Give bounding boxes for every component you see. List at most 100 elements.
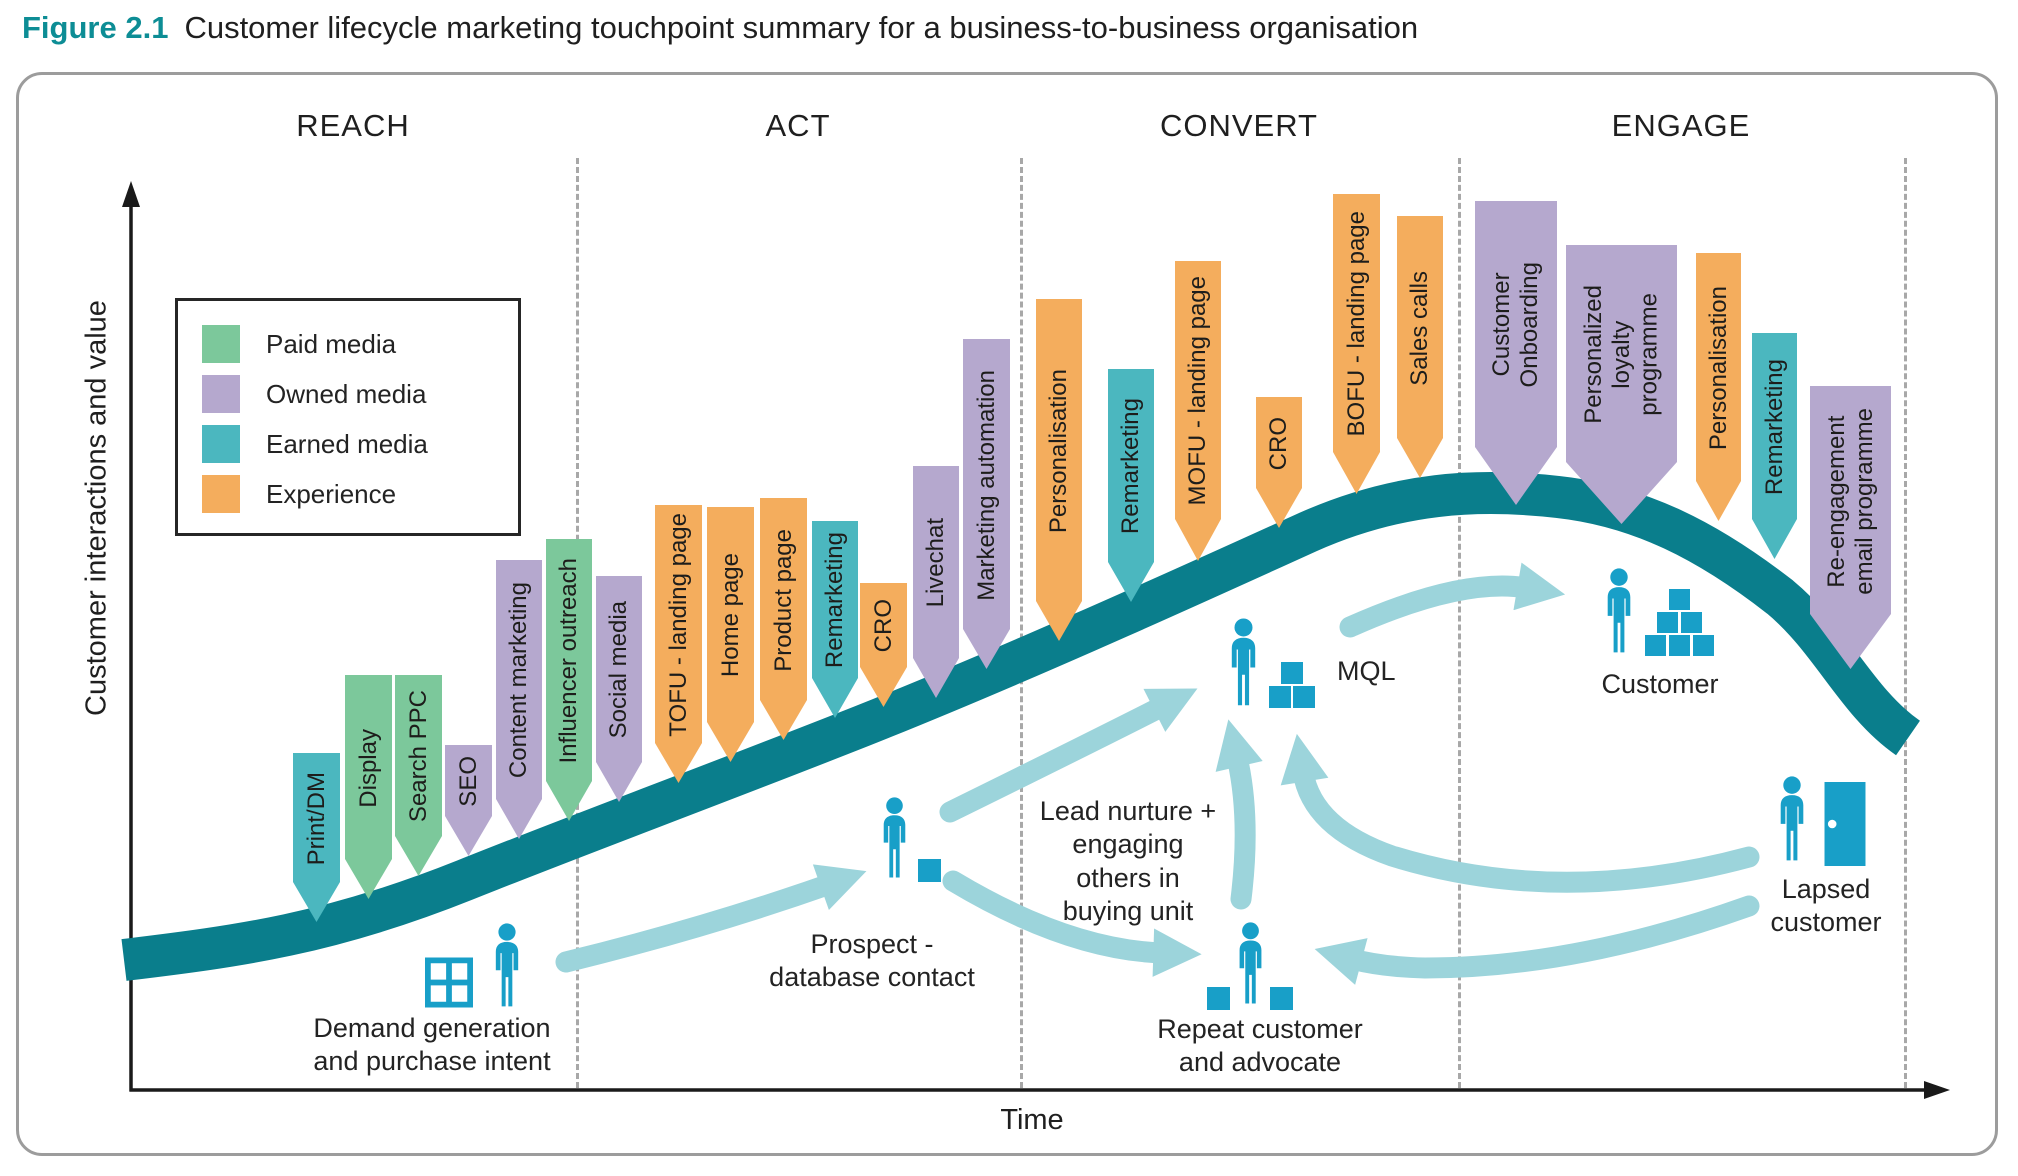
touchpoint-label-text: Marketing automation (972, 369, 1000, 601)
touchpoint-print-dm: Print/DM (293, 753, 340, 922)
touchpoint-label: Remarketing (1108, 373, 1154, 560)
legend: Paid media Owned media Earned media Experie… (175, 298, 521, 536)
touchpoint-label-text: Social media (605, 601, 633, 739)
touchpoint-personalisation: Personalisation (1036, 299, 1082, 641)
touchpoint-label-text: Sales calls (1406, 270, 1434, 386)
touchpoint-label-text: Remarketing (1760, 358, 1788, 496)
touchpoint-label-text: CRO (869, 599, 897, 653)
actor-label-mql: MQL (1337, 656, 1396, 686)
touchpoint-label: Personalisation (1036, 303, 1082, 599)
touchpoint-label: Re-engagement email programme (1810, 390, 1891, 612)
touchpoint-label-text: Influencer outreach (555, 558, 583, 764)
legend-swatch-earned-media (202, 425, 240, 463)
touchpoint-label-text: Livechat (922, 518, 950, 608)
touchpoint-label: Customer Onboarding (1475, 205, 1557, 445)
legend-item-paid-media: Paid media (202, 319, 518, 369)
legend-swatch-owned-media (202, 375, 240, 413)
legend-item-experience: Experience (202, 469, 518, 519)
touchpoint-home-page: Home page (707, 507, 754, 762)
touchpoint-customer-onboarding: Customer Onboarding (1475, 201, 1557, 505)
touchpoint-label: Print/DM (293, 757, 340, 880)
touchpoint-influencer-outreach: Influencer outreach (546, 539, 592, 821)
legend-swatch-experience (202, 475, 240, 513)
touchpoint-sales-calls: Sales calls (1397, 216, 1443, 478)
touchpoint-label: Home page (707, 511, 754, 720)
touchpoint-label-text: CRO (1265, 416, 1293, 471)
touchpoint-re-engagement-email-programme: Re-engagement email programme (1810, 386, 1891, 669)
legend-swatch-paid-media (202, 325, 240, 363)
touchpoint-label-text: TOFU - landing page (664, 513, 692, 737)
figure-title: Customer lifecycle marketing touchpoint … (184, 10, 1419, 45)
touchpoint-label: Livechat (913, 470, 959, 656)
touchpoint-label-text: BOFU - landing page (1342, 211, 1370, 437)
touchpoint-label-text: MOFU - landing page (1184, 276, 1212, 506)
figure-number-label: Figure 2.1 (22, 10, 169, 45)
touchpoint-label: Remarketing (1752, 337, 1797, 517)
touchpoint-label: Display (345, 679, 392, 857)
touchpoint-personalisation: Personalisation (1696, 253, 1741, 521)
touchpoint-label: Content marketing (496, 564, 542, 797)
touchpoint-label-text: Remarketing (1117, 398, 1145, 535)
lead-nurture-annotation: Lead nurture + engaging others in buying… (1039, 796, 1217, 927)
touchpoint-label: Sales calls (1397, 220, 1443, 436)
touchpoint-label-text: Re-engagement email programme (1822, 407, 1878, 595)
touchpoint-label: BOFU - landing page (1333, 198, 1380, 450)
touchpoint-label: CRO (860, 587, 907, 665)
touchpoint-label-text: Personalisation (1045, 368, 1073, 534)
legend-label: Owned media (266, 378, 427, 409)
phase-separator-4 (1904, 158, 1907, 1088)
touchpoint-display: Display (345, 675, 392, 899)
touchpoint-label: Personalisation (1696, 257, 1741, 479)
phase-header-engage: ENGAGE (1611, 108, 1751, 143)
touchpoint-label: MOFU - landing page (1175, 265, 1221, 517)
touchpoint-label-text: Content marketing (505, 582, 533, 779)
legend-item-earned-media: Earned media (202, 419, 518, 469)
touchpoint-label: Remarketing (812, 525, 858, 676)
touchpoint-label: TOFU - landing page (655, 509, 702, 741)
phase-separator-3 (1458, 158, 1461, 1088)
phase-header-convert: CONVERT (1159, 108, 1319, 143)
touchpoint-content-marketing: Content marketing (496, 560, 542, 839)
touchpoint-livechat: Livechat (913, 466, 959, 698)
phase-header-act: ACT (765, 108, 831, 143)
touchpoint-label-text: Home page (716, 553, 744, 678)
touchpoint-bofu-landing-page: BOFU - landing page (1333, 194, 1380, 494)
touchpoint-label-text: Personalisation (1704, 285, 1732, 451)
touchpoint-mofu-landing-page: MOFU - landing page (1175, 261, 1221, 561)
legend-label: Paid media (266, 328, 397, 359)
touchpoint-label-text: Display (354, 728, 382, 808)
actor-label-customer: Customer (1601, 669, 1719, 699)
touchpoint-personalized-loyalty-programme: Personalized loyalty programme (1566, 245, 1677, 524)
touchpoint-label: Search PPC (395, 679, 442, 834)
touchpoint-label-text: Remarketing (821, 532, 849, 669)
legend-item-owned-media: Owned media (202, 369, 518, 419)
actor-label-prospect: Prospect - database contact (769, 929, 975, 993)
chart-panel (16, 72, 1998, 1156)
y-axis-label: Customer interactions and value (80, 300, 113, 716)
phase-separator-2 (1020, 158, 1023, 1088)
touchpoint-label-text: Search PPC (404, 690, 432, 823)
touchpoint-tofu-landing-page: TOFU - landing page (655, 505, 702, 783)
legend-items: Paid media Owned media Earned media Experie… (202, 319, 518, 519)
touchpoint-search-ppc: Search PPC (395, 675, 442, 876)
touchpoint-label: Marketing automation (963, 343, 1010, 627)
touchpoint-product-page: Product page (760, 498, 807, 740)
touchpoint-social-media: Social media (596, 576, 642, 802)
actor-label-repeat-customer: Repeat customer and advocate (1157, 1014, 1363, 1078)
touchpoint-remarketing: Remarketing (1108, 369, 1154, 602)
touchpoint-remarketing: Remarketing (812, 521, 858, 718)
touchpoint-label: SEO (445, 749, 492, 814)
touchpoint-label-text: Personalized loyalty programme (1579, 285, 1663, 424)
figure-caption: Figure 2.1 Customer lifecycle marketing … (22, 10, 1418, 46)
touchpoint-marketing-automation: Marketing automation (963, 339, 1010, 669)
x-axis-label: Time (1000, 1104, 1064, 1136)
touchpoint-label-text: SEO (454, 756, 482, 807)
legend-label: Experience (266, 478, 397, 509)
touchpoint-label-text: Product page (769, 528, 797, 672)
actor-label-demand-generation: Demand generation and purchase intent (313, 1013, 551, 1077)
touchpoint-label: Influencer outreach (546, 543, 592, 779)
touchpoint-label-text: Customer Onboarding (1488, 262, 1543, 388)
touchpoint-label-text: Print/DM (302, 771, 330, 866)
phase-header-reach: REACH (296, 108, 410, 143)
